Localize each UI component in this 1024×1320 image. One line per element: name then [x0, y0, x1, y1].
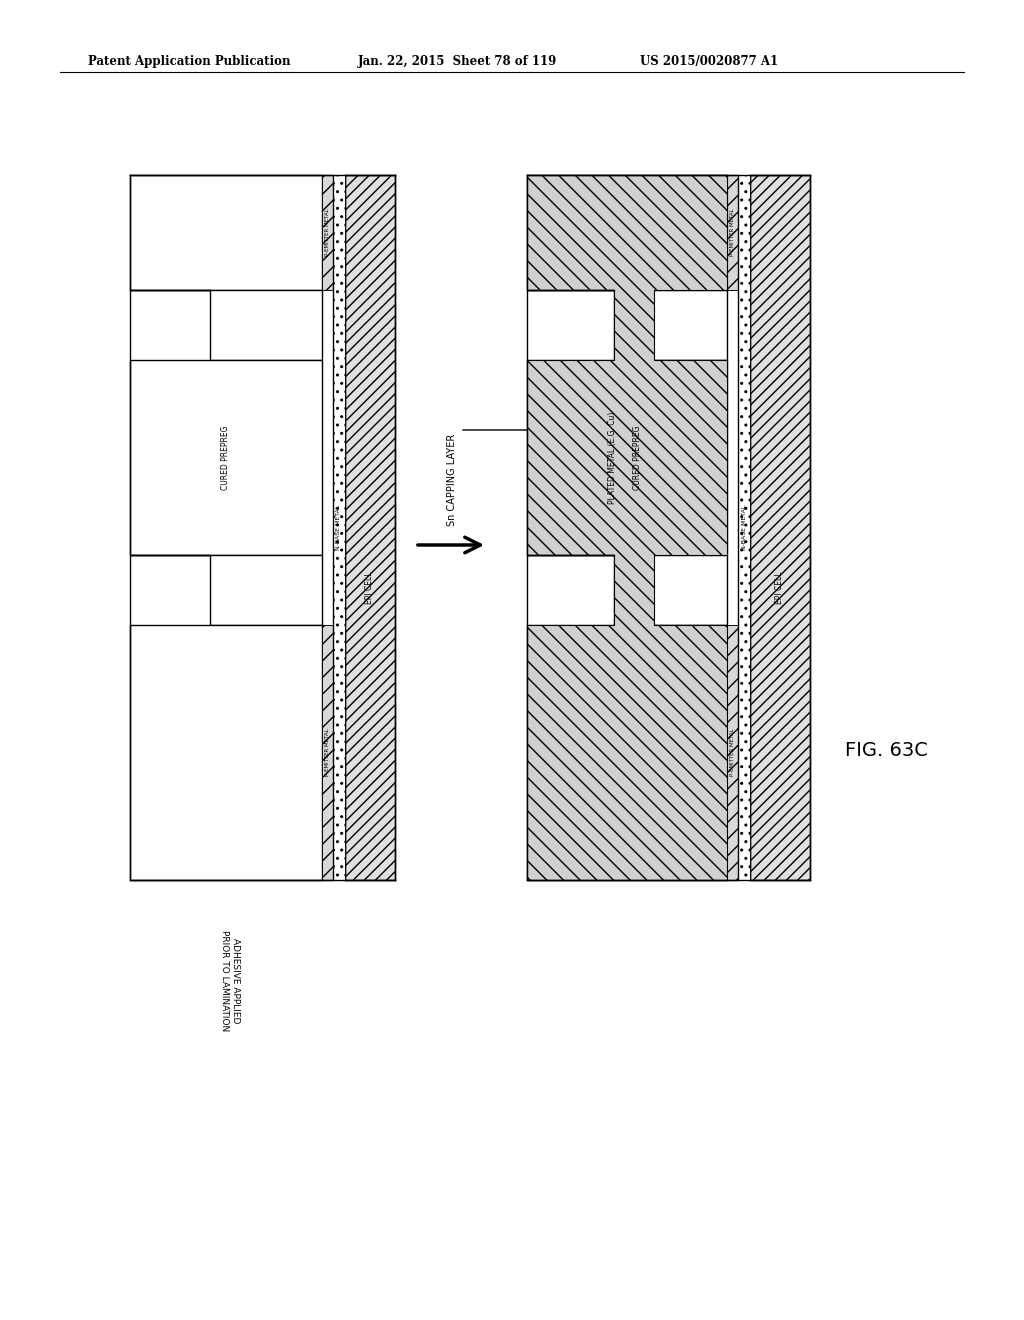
Bar — [527, 176, 727, 290]
Bar — [527, 624, 727, 880]
Bar — [130, 360, 322, 554]
Bar — [614, 290, 727, 360]
Text: PLATED METAL (E.G. Cu): PLATED METAL (E.G. Cu) — [607, 412, 616, 504]
Bar — [614, 554, 727, 624]
Text: P-EMITTER METAL: P-EMITTER METAL — [730, 729, 735, 776]
Text: CURED PREPREG: CURED PREPREG — [221, 425, 230, 490]
Text: Sn CAPPING LAYER: Sn CAPPING LAYER — [447, 434, 457, 527]
Bar — [130, 624, 322, 880]
Text: ADHESIVE APPLIED
PRIOR TO LAMINATION: ADHESIVE APPLIED PRIOR TO LAMINATION — [220, 931, 240, 1031]
Bar — [738, 176, 750, 880]
Text: US 2015/0020877 A1: US 2015/0020877 A1 — [640, 55, 778, 69]
Text: P-EMITTER METAL: P-EMITTER METAL — [325, 729, 330, 776]
Text: P-EMITTER METAL: P-EMITTER METAL — [730, 209, 735, 256]
Text: Jan. 22, 2015  Sheet 78 of 119: Jan. 22, 2015 Sheet 78 of 119 — [358, 55, 557, 69]
Bar — [750, 176, 810, 880]
Text: N-BASE METAL: N-BASE METAL — [741, 504, 746, 550]
Text: EPI CELL: EPI CELL — [366, 572, 375, 603]
Text: FIG. 63C: FIG. 63C — [845, 741, 928, 759]
Text: CURED PREPREG: CURED PREPREG — [633, 425, 641, 490]
Text: P-EMITTER METAL: P-EMITTER METAL — [325, 209, 330, 256]
Bar — [527, 360, 727, 554]
Text: N-BASE METAL: N-BASE METAL — [337, 504, 341, 550]
Bar — [210, 290, 322, 360]
Bar — [322, 176, 333, 290]
Bar — [527, 176, 727, 290]
Text: Patent Application Publication: Patent Application Publication — [88, 55, 291, 69]
Polygon shape — [527, 176, 727, 880]
Bar — [130, 176, 322, 290]
Bar — [322, 624, 333, 880]
Bar — [727, 624, 738, 880]
Bar — [345, 176, 395, 880]
Bar — [333, 176, 345, 880]
Bar — [210, 554, 322, 624]
Bar — [727, 176, 738, 290]
Text: EPI CELL: EPI CELL — [775, 572, 784, 603]
